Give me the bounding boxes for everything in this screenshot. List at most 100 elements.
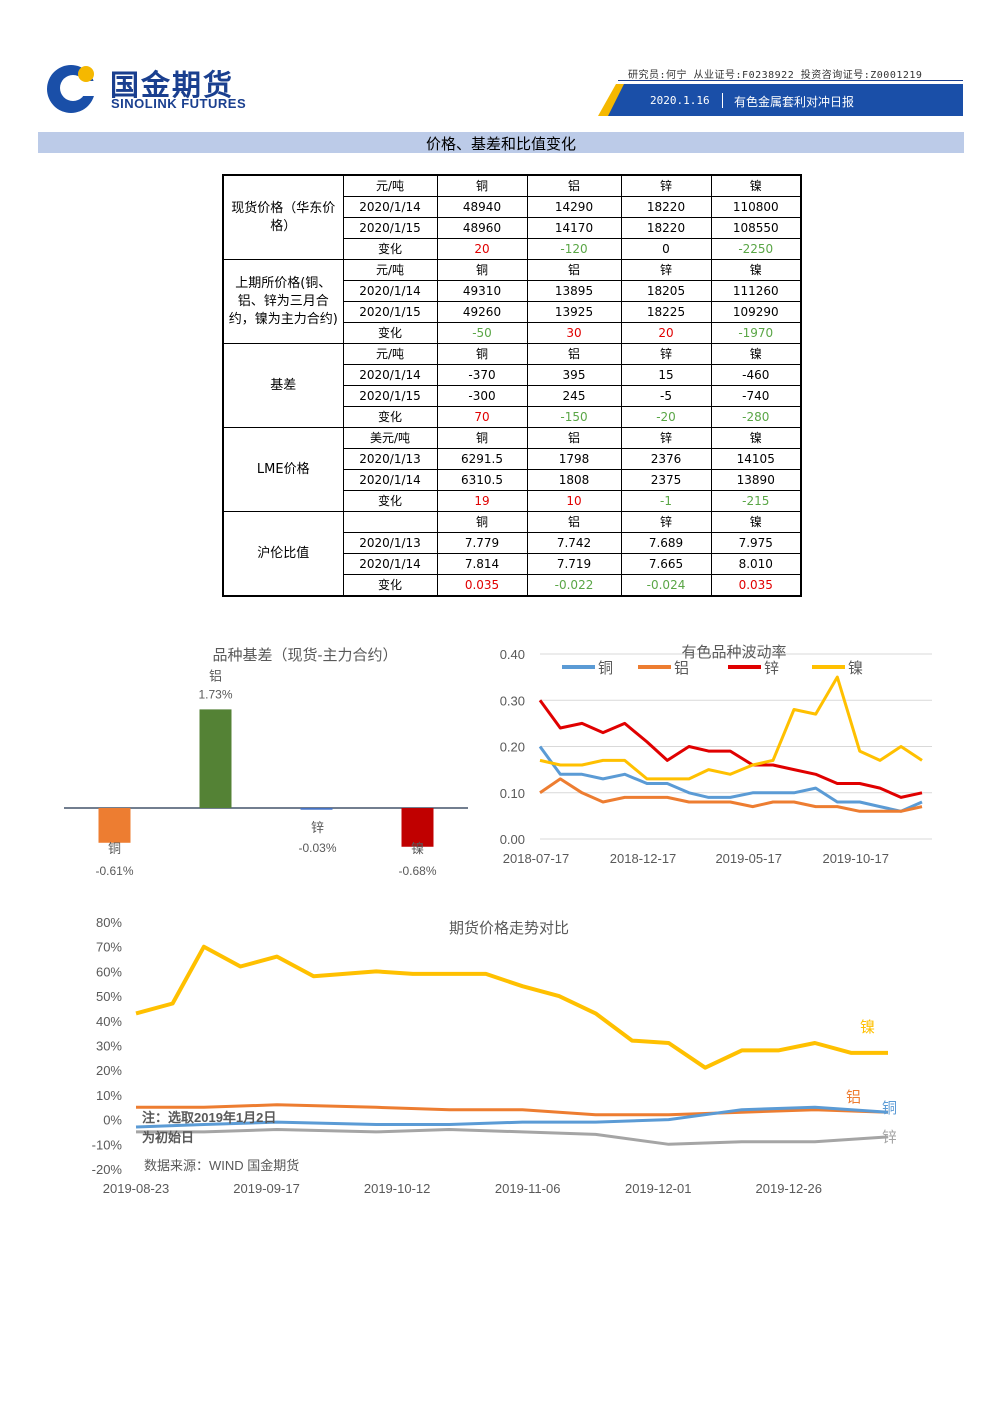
row-label: 元/吨 (342, 343, 438, 365)
volatility-line-chart: 0.00 0.10 0.20 0.30 0.40 有色品种波动率 铜 铝 锌 镍 2018-0… (500, 644, 932, 866)
legend-label: 铜 (598, 660, 613, 677)
table-cell: -300 (436, 385, 528, 407)
table-row: 变化 -50 30 20 -1970 (223, 322, 802, 344)
category-label: 铜 (108, 841, 121, 856)
row-label: 2020/1/14 (342, 196, 438, 218)
table-cell: 13925 (526, 301, 622, 323)
chart-title: 有色品种波动率 (681, 644, 786, 661)
series-label: 镍 (860, 1018, 875, 1036)
data-label: -0.68% (398, 864, 436, 878)
x-tick-label: 2018-07-17 (503, 851, 570, 866)
table-cell: 铜 (436, 259, 528, 281)
table-cell: 109290 (710, 301, 802, 323)
row-label: 变化 (342, 574, 438, 597)
futures-trend-chart: 期货价格走势对比 -20% -10% 0% 10% 20% 30% 40% 50% 60% 70%… (92, 915, 896, 1196)
group-label: 上期所价格(铜、铝、锌为三月合约，镍为主力合约) (222, 259, 344, 344)
table-cell: 铜 (436, 427, 528, 449)
series-line-铝 (539, 777, 923, 813)
table-cell: 49260 (436, 301, 528, 323)
row-label: 2020/1/14 (342, 280, 438, 302)
table-row: 变化 19 10 -1 -215 (223, 490, 802, 512)
table-cell: -1970 (710, 322, 802, 344)
table-cell: 18225 (620, 301, 712, 323)
table-cell: 395 (526, 364, 622, 386)
table-cell: 15 (620, 364, 712, 386)
group-label: 现货价格（华东价格） (222, 174, 344, 260)
series-label: 铝 (846, 1089, 861, 1106)
table-cell: 30 (526, 322, 622, 344)
table-cell: -215 (710, 490, 802, 512)
row-label: 美元/吨 (342, 427, 438, 449)
bar-镍 (401, 808, 434, 847)
table-cell: 1808 (526, 469, 622, 491)
data-label: -0.03% (298, 841, 336, 855)
x-tick-label: 2019-11-06 (495, 1181, 561, 1196)
table-cell: 铜 (436, 343, 528, 365)
table-cell: 铝 (526, 343, 622, 365)
table-cell: 镍 (710, 427, 802, 449)
series-line-锌 (136, 1128, 889, 1146)
table-cell: 2375 (620, 469, 712, 491)
y-tick-label: 0.40 (500, 647, 525, 662)
row-label: 2020/1/15 (342, 385, 438, 407)
legend-label: 镍 (848, 659, 863, 677)
row-label: 2020/1/14 (342, 364, 438, 386)
y-tick-label: 60% (96, 964, 122, 979)
y-tick-label: 70% (96, 940, 122, 955)
table-row: 2020/1/14 7.814 7.719 7.665 8.010 (223, 553, 802, 575)
table-cell: 13895 (526, 280, 622, 302)
series-label: 锌 (882, 1129, 896, 1146)
brand-name-en: SINOLINK FUTURES (111, 96, 247, 111)
row-label: 变化 (342, 238, 438, 260)
row-label: 2020/1/13 (342, 532, 438, 554)
table-cell: 7.814 (436, 553, 528, 575)
table-cell: 14290 (526, 196, 622, 218)
series-line-铜 (135, 1105, 889, 1129)
series-line-铝 (136, 1103, 889, 1117)
table-cell: 0 (620, 238, 712, 260)
table-row: 变化 0.035 -0.022 -0.024 0.035 (223, 574, 802, 597)
table-cell: 铝 (526, 259, 622, 281)
table-cell: 铝 (526, 427, 622, 449)
table-cell: -120 (526, 238, 622, 260)
table-cell: 铝 (526, 511, 622, 533)
table-cell: 7.975 (710, 532, 802, 554)
table-row: 2020/1/13 6291.5 1798 2376 14105 (223, 448, 802, 470)
table-cell: 锌 (620, 174, 712, 197)
x-tick-label: 2019-12-26 (756, 1181, 823, 1196)
chart-note-line2: 为初始日 (142, 1130, 194, 1145)
chart-title: 品种基差（现货-主力合约） (213, 647, 398, 664)
table-cell: 49310 (436, 280, 528, 302)
table-cell: 镍 (710, 259, 802, 281)
table-row: 2020/1/14 48940 14290 18220 110800 (223, 196, 802, 218)
table-cell: 18220 (620, 196, 712, 218)
table-cell: 7.719 (526, 553, 622, 575)
table-row: 2020/1/15 -300 245 -5 -740 (223, 385, 802, 407)
table-cell: 锌 (620, 343, 712, 365)
category-label: 铝 (209, 668, 222, 683)
table-cell: -20 (620, 406, 712, 428)
table-cell: 108550 (710, 217, 802, 239)
row-label: 2020/1/15 (342, 301, 438, 323)
table-cell: 6310.5 (436, 469, 528, 491)
table-cell: 2376 (620, 448, 712, 470)
table-cell: 7.665 (620, 553, 712, 575)
legend-label: 锌 (764, 660, 779, 677)
table-cell: 铜 (436, 511, 528, 533)
data-label: -0.61% (95, 864, 133, 878)
table-cell: -50 (436, 322, 528, 344)
x-tick-label: 2019-09-17 (233, 1181, 299, 1196)
row-label: 变化 (342, 406, 438, 428)
table-cell: 110800 (710, 196, 802, 218)
brand-name-cn: 国金期货 (110, 68, 235, 102)
table-cell: 13890 (710, 469, 802, 491)
category-label: 镍 (411, 841, 424, 856)
table-cell: 10 (526, 490, 622, 512)
group-label: 基差 (222, 343, 344, 428)
category-label: 锌 (311, 820, 324, 835)
x-tick-label: 2019-05-17 (715, 851, 782, 866)
y-tick-label: 30% (96, 1039, 122, 1054)
table-row: 基差 元/吨铜铝锌镍 (222, 343, 802, 428)
price-basis-ratio-table: 现货价格（华东价格） 元/吨铜铝锌镍 2020/1/14 48940 14290 1822… (222, 174, 802, 597)
row-label: 2020/1/14 (342, 469, 438, 491)
